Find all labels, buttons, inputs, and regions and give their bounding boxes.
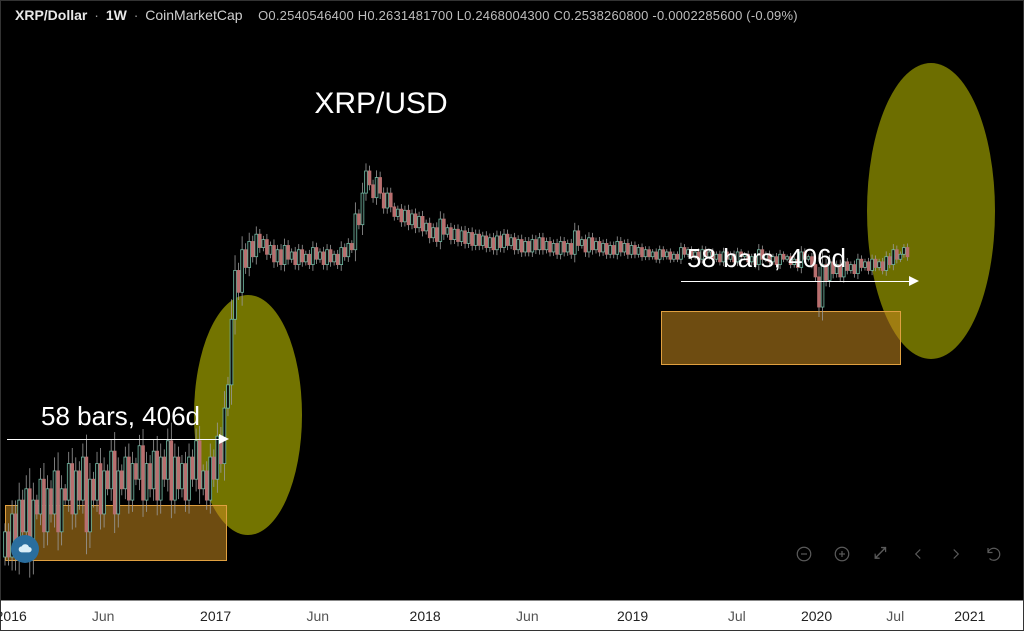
time-axis: 2016Jun2017Jun2018Jun2019Jul2020Jul2021J… <box>1 600 1023 630</box>
axis-tick: 2021 <box>954 601 985 630</box>
axis-tick: Jul <box>886 601 904 630</box>
minus-icon <box>795 545 813 563</box>
zoom-out-button[interactable] <box>793 543 815 565</box>
annotation-right: 58 bars, 406d <box>687 243 846 274</box>
chart-area[interactable]: XRP/Dollar · 1W · CoinMarketCap O0.25405… <box>1 1 1023 601</box>
annotation-left: 58 bars, 406d <box>41 401 200 432</box>
arrow-left <box>7 439 219 440</box>
scroll-right-button[interactable] <box>945 543 967 565</box>
chart-title: XRP/USD <box>314 87 447 121</box>
axis-tick: Jun <box>307 601 330 630</box>
axis-tick: Jul <box>728 601 746 630</box>
zoom-in-button[interactable] <box>831 543 853 565</box>
axis-tick: 2016 <box>0 601 27 630</box>
axis-tick: 2017 <box>200 601 231 630</box>
cloud-icon <box>17 543 33 555</box>
arrow-right <box>681 281 909 282</box>
axis-tick: Jun <box>516 601 539 630</box>
axis-tick: 2020 <box>801 601 832 630</box>
arrow-left-head <box>219 434 229 444</box>
chevron-right-icon <box>947 545 965 563</box>
axis-tick: Jun <box>92 601 115 630</box>
chart-frame: XRP/Dollar · 1W · CoinMarketCap O0.25405… <box>0 0 1024 631</box>
chart-toolbar: ⤢ <box>793 543 1005 565</box>
screenshot-button[interactable] <box>11 535 39 563</box>
reset-button[interactable] <box>983 543 1005 565</box>
chevron-left-icon <box>909 545 927 563</box>
auto-scale-button[interactable]: ⤢ <box>869 543 891 565</box>
scroll-left-button[interactable] <box>907 543 929 565</box>
arrow-right-head <box>909 276 919 286</box>
auto-icon: ⤢ <box>874 545 887 563</box>
undo-icon <box>985 545 1003 563</box>
plus-icon <box>833 545 851 563</box>
candlestick-series <box>1 1 1023 601</box>
axis-tick: 2019 <box>617 601 648 630</box>
axis-tick: 2018 <box>410 601 441 630</box>
